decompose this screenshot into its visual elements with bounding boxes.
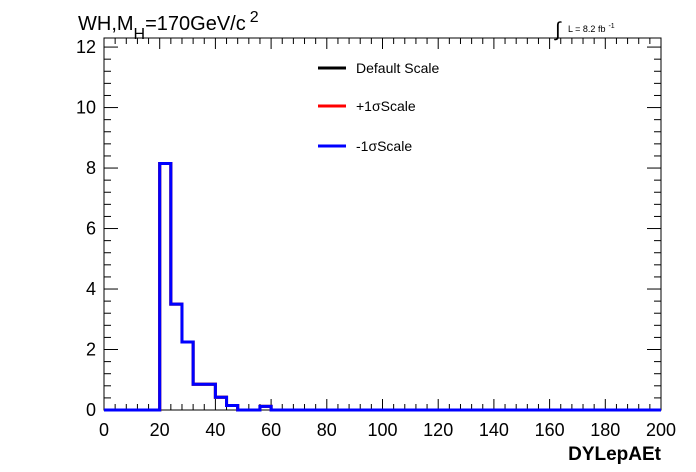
luminosity-label: L = 8.2 fb -1 [568,23,615,34]
title-main: WH,M [78,13,134,35]
title-subscript: H [134,26,146,43]
x-tick-label: 40 [205,420,225,440]
series-line-1 [104,162,661,412]
y-tick-label: 4 [86,279,96,299]
x-tick-label: 20 [150,420,170,440]
series-line-2 [104,162,661,412]
x-tick-label: 100 [367,420,397,440]
integral-symbol: ∫ [554,19,562,41]
y-tick-label: 0 [86,400,96,420]
title-rest: =170GeV/c [145,13,246,35]
x-axis-label: DYLepAEt [568,444,662,465]
legend-label-0: Default Scale [356,60,439,76]
x-tick-label: 140 [479,420,509,440]
x-tick-label: 200 [646,420,676,440]
luminosity-text: L = 8.2 fb [568,24,605,34]
x-tick-label: 120 [423,420,453,440]
y-tick-label: 12 [76,37,96,57]
x-tick-label: 0 [99,420,109,440]
x-tick-label: 160 [535,420,565,440]
x-tick-label: 80 [317,420,337,440]
series-line-0 [104,162,661,412]
y-tick-label: 2 [86,340,96,360]
luminosity-superscript: -1 [608,23,614,30]
y-tick-label: 6 [86,219,96,239]
legend: Default Scale +1σScale -1σScale [318,60,439,154]
chart-title: WH,MH=170GeV/c 2 [78,9,259,43]
x-tick-label: 180 [590,420,620,440]
title-superscript: 2 [250,9,259,26]
legend-label-1: +1σScale [356,98,416,114]
x-tick-label: 60 [261,420,281,440]
legend-label-2: -1σScale [356,138,412,154]
y-tick-label: 8 [86,158,96,178]
series-layer [104,162,661,412]
plot-frame [103,37,662,411]
y-tick-label: 10 [76,98,96,118]
